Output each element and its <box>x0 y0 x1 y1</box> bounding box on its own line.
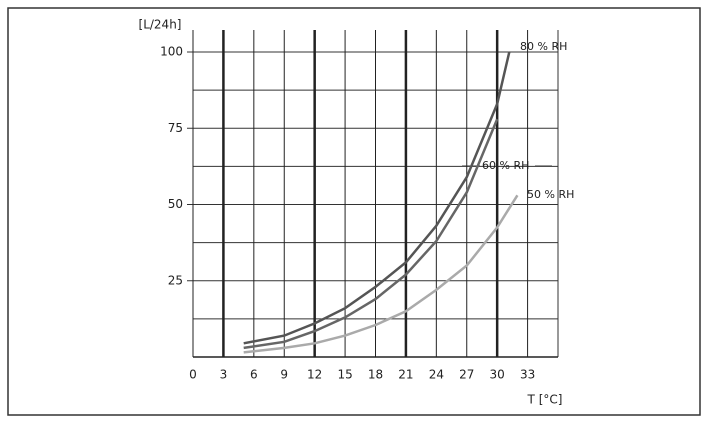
curve <box>243 118 499 350</box>
y-tick-label: 50 <box>168 197 183 211</box>
x-tick-label: 0 <box>189 368 197 382</box>
x-tick-label: 9 <box>280 368 288 382</box>
x-axis-label: T [°C] <box>527 393 563 407</box>
x-tick-label: 15 <box>337 368 352 382</box>
y-axis-label: [L/24h] <box>139 18 182 32</box>
curve <box>243 194 519 354</box>
curve-label: 60 % RH <box>482 159 529 172</box>
x-tick-label: 21 <box>398 368 413 382</box>
y-tick-label: 25 <box>168 273 183 287</box>
x-tick-label: 6 <box>250 368 258 382</box>
x-tick-label: 3 <box>220 368 228 382</box>
curve-label: 50 % RH <box>527 188 574 201</box>
x-tick-label: 27 <box>459 368 474 382</box>
curve-label: 80 % RH <box>520 40 567 53</box>
x-tick-label: 30 <box>490 368 505 382</box>
x-tick-label: 18 <box>368 368 383 382</box>
x-tick-label: 24 <box>429 368 444 382</box>
y-tick-label: 100 <box>160 45 183 59</box>
curve <box>243 51 511 345</box>
frame <box>7 7 701 416</box>
x-tick-label: 12 <box>307 368 322 382</box>
x-tick-label: 33 <box>520 368 535 382</box>
y-tick-label: 75 <box>168 121 183 135</box>
